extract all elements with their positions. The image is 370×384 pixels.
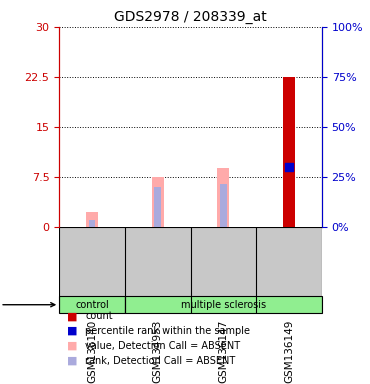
Bar — [59, 296, 125, 313]
Point — [286, 164, 292, 170]
Bar — [89, 220, 95, 227]
Text: rank, Detection Call = ABSENT: rank, Detection Call = ABSENT — [85, 356, 235, 366]
Title: GDS2978 / 208339_at: GDS2978 / 208339_at — [114, 10, 267, 25]
Bar — [125, 296, 322, 313]
Text: value, Detection Call = ABSENT: value, Detection Call = ABSENT — [85, 341, 240, 351]
Text: multiple sclerosis: multiple sclerosis — [181, 300, 266, 310]
Text: control: control — [75, 300, 109, 310]
Bar — [86, 212, 98, 227]
Bar — [152, 177, 164, 227]
Text: ■: ■ — [67, 326, 77, 336]
Text: ■: ■ — [67, 341, 77, 351]
Text: ■: ■ — [67, 311, 77, 321]
Bar — [218, 168, 229, 227]
Bar — [154, 187, 161, 227]
Text: disease state: disease state — [0, 300, 55, 310]
Text: percentile rank within the sample: percentile rank within the sample — [85, 326, 250, 336]
Bar — [283, 77, 295, 227]
Bar — [220, 184, 227, 227]
Text: ■: ■ — [67, 356, 77, 366]
Text: count: count — [85, 311, 113, 321]
